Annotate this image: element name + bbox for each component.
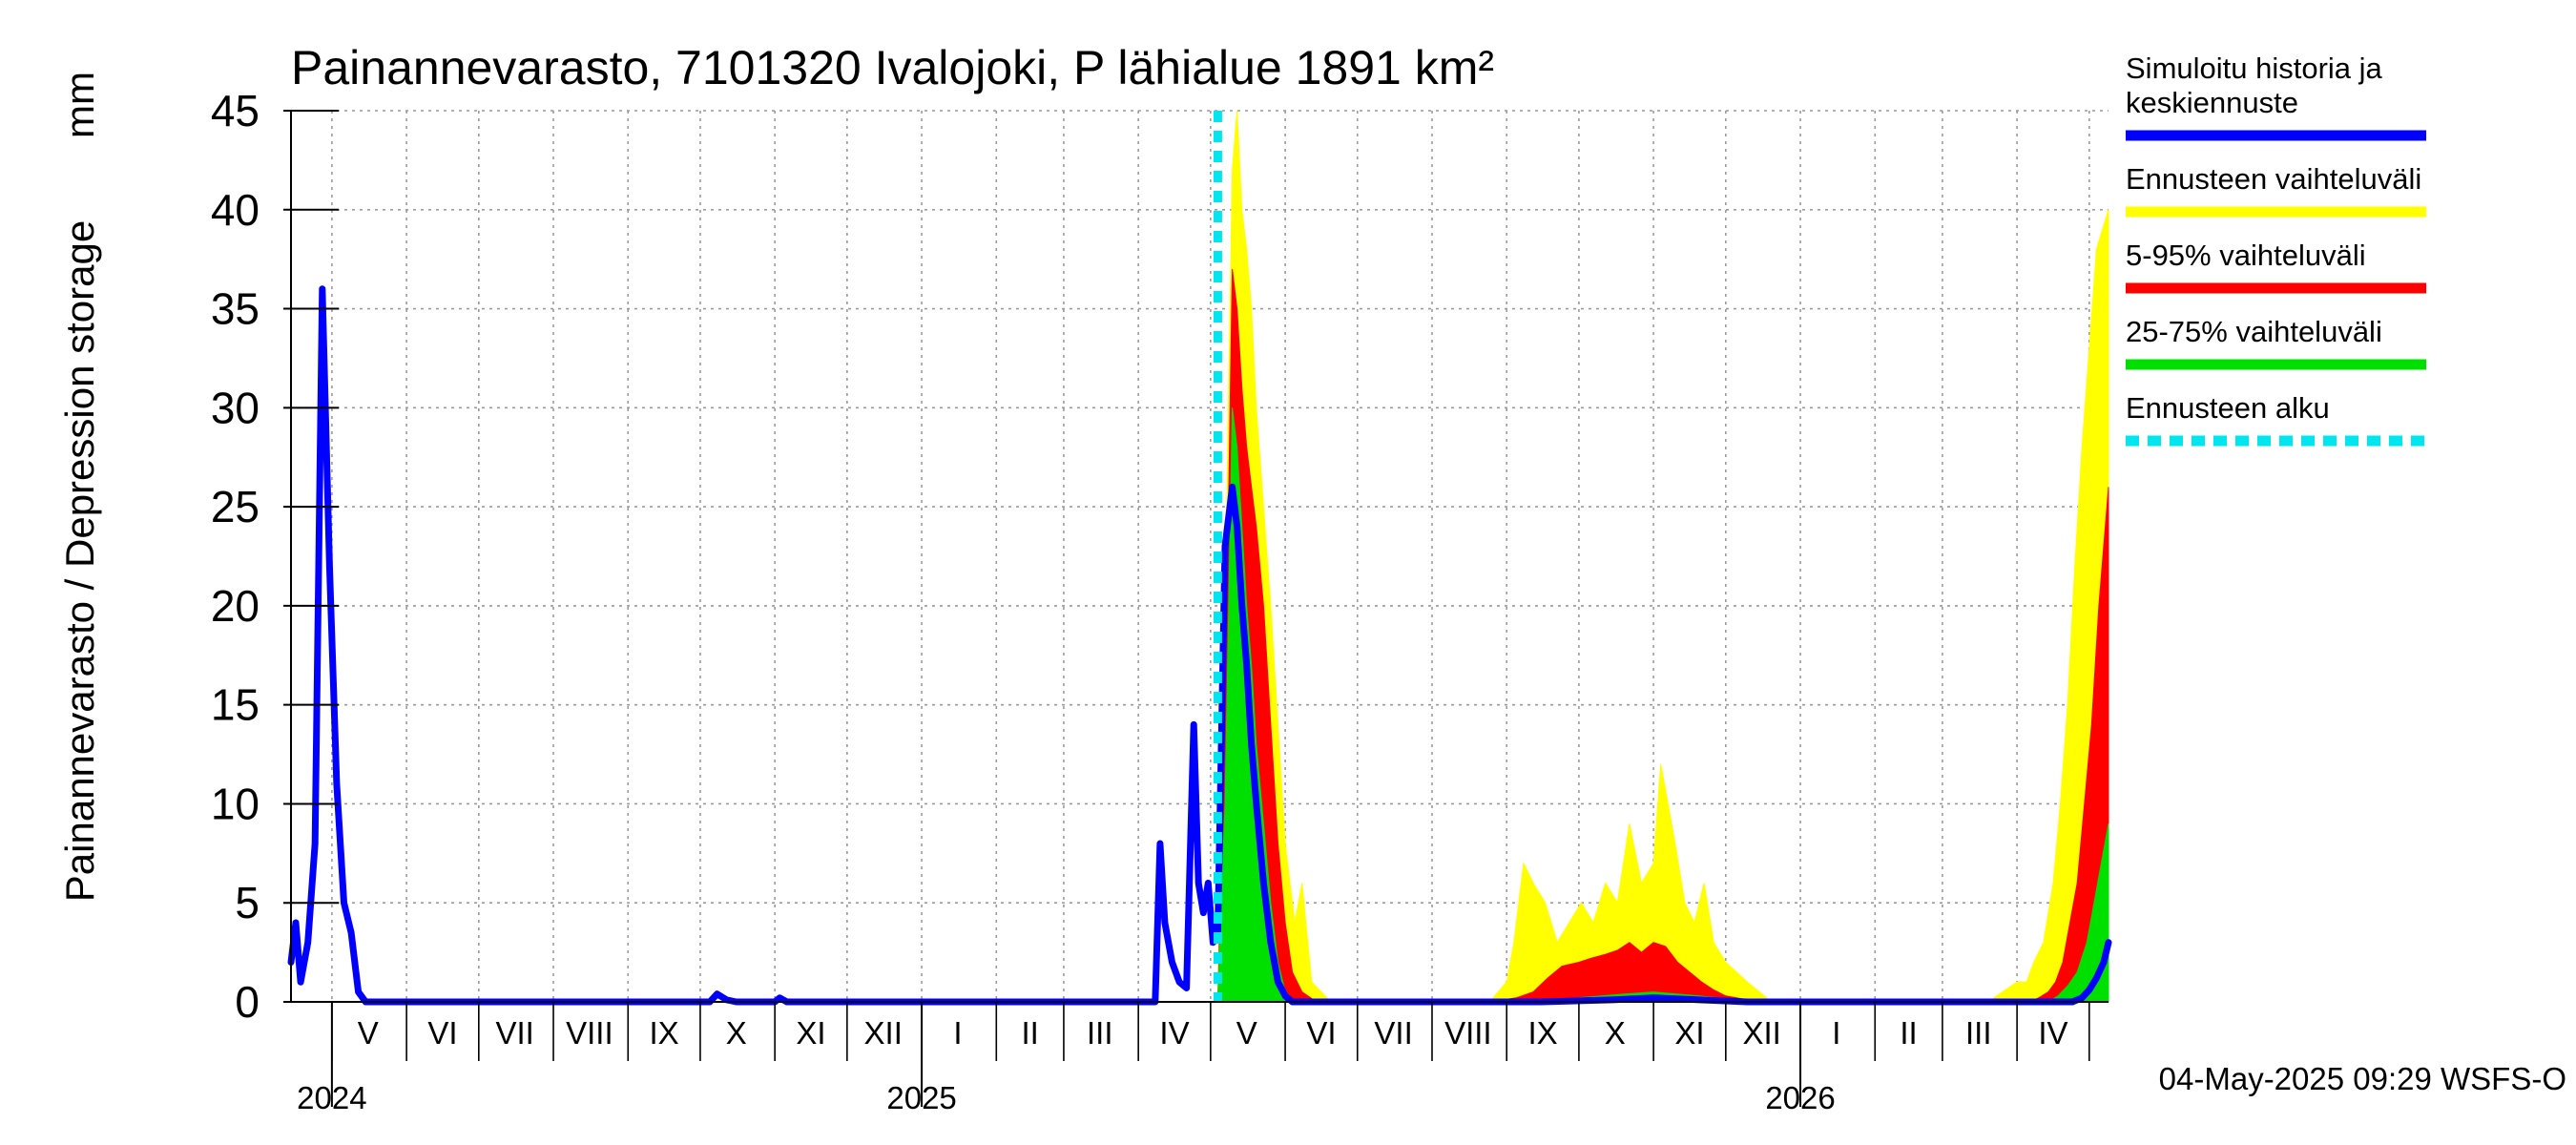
x-tick-label-month: VIII	[566, 1015, 613, 1051]
timestamp-footer: 04-May-2025 09:29 WSFS-O	[2159, 1061, 2566, 1096]
y-tick-label: 10	[211, 779, 260, 828]
legend-label: 5-95% vaihteluväli	[2126, 239, 2366, 272]
y-tick-label: 15	[211, 680, 260, 730]
x-tick-label-month: II	[1021, 1015, 1038, 1051]
x-tick-label-month: II	[1900, 1015, 1917, 1051]
x-tick-label-year: 2024	[297, 1080, 366, 1115]
x-tick-label-month: XII	[864, 1015, 903, 1051]
x-tick-label-month: VI	[1306, 1015, 1336, 1051]
x-tick-label-month: V	[1236, 1015, 1257, 1051]
legend-label: keskiennuste	[2126, 86, 2298, 119]
x-tick-label-month: I	[1832, 1015, 1840, 1051]
x-tick-label-month: IX	[1527, 1015, 1557, 1051]
x-tick-label-month: IX	[649, 1015, 678, 1051]
y-tick-label: 40	[211, 185, 260, 235]
legend-label: Ennusteen vaihteluväli	[2126, 162, 2421, 196]
x-tick-label-month: VI	[427, 1015, 457, 1051]
x-tick-label-month: XI	[1674, 1015, 1704, 1051]
x-tick-label-year: 2026	[1765, 1080, 1835, 1115]
legend-label: Ennusteen alku	[2126, 391, 2330, 425]
x-tick-label-month: VII	[495, 1015, 533, 1051]
x-tick-label-month: X	[726, 1015, 747, 1051]
x-tick-label-year: 2025	[886, 1080, 956, 1115]
x-tick-label-month: IV	[1159, 1015, 1189, 1051]
y-axis-label: Painannevarasto / Depression storage	[57, 220, 102, 902]
x-tick-label-month: XI	[796, 1015, 825, 1051]
y-tick-label: 5	[235, 878, 260, 927]
y-tick-label: 25	[211, 482, 260, 531]
legend-label: Simuloitu historia ja	[2126, 52, 2383, 85]
y-axis-unit: mm	[57, 72, 102, 138]
y-tick-label: 0	[235, 977, 260, 1027]
y-tick-label: 45	[211, 86, 260, 135]
x-tick-label-month: VII	[1374, 1015, 1412, 1051]
x-tick-label-month: III	[1087, 1015, 1113, 1051]
x-tick-label-month: X	[1605, 1015, 1626, 1051]
y-tick-label: 35	[211, 284, 260, 334]
x-tick-label-month: XII	[1742, 1015, 1780, 1051]
x-tick-label-month: V	[358, 1015, 379, 1051]
y-tick-label: 20	[211, 581, 260, 631]
x-tick-label-month: III	[1965, 1015, 1992, 1051]
y-tick-label: 30	[211, 383, 260, 432]
x-tick-label-month: IV	[2038, 1015, 2067, 1051]
legend-label: 25-75% vaihteluväli	[2126, 315, 2382, 348]
x-tick-label-month: VIII	[1444, 1015, 1492, 1051]
chart-title: Painannevarasto, 7101320 Ivalojoki, P lä…	[291, 41, 1494, 94]
x-tick-label-month: I	[953, 1015, 962, 1051]
